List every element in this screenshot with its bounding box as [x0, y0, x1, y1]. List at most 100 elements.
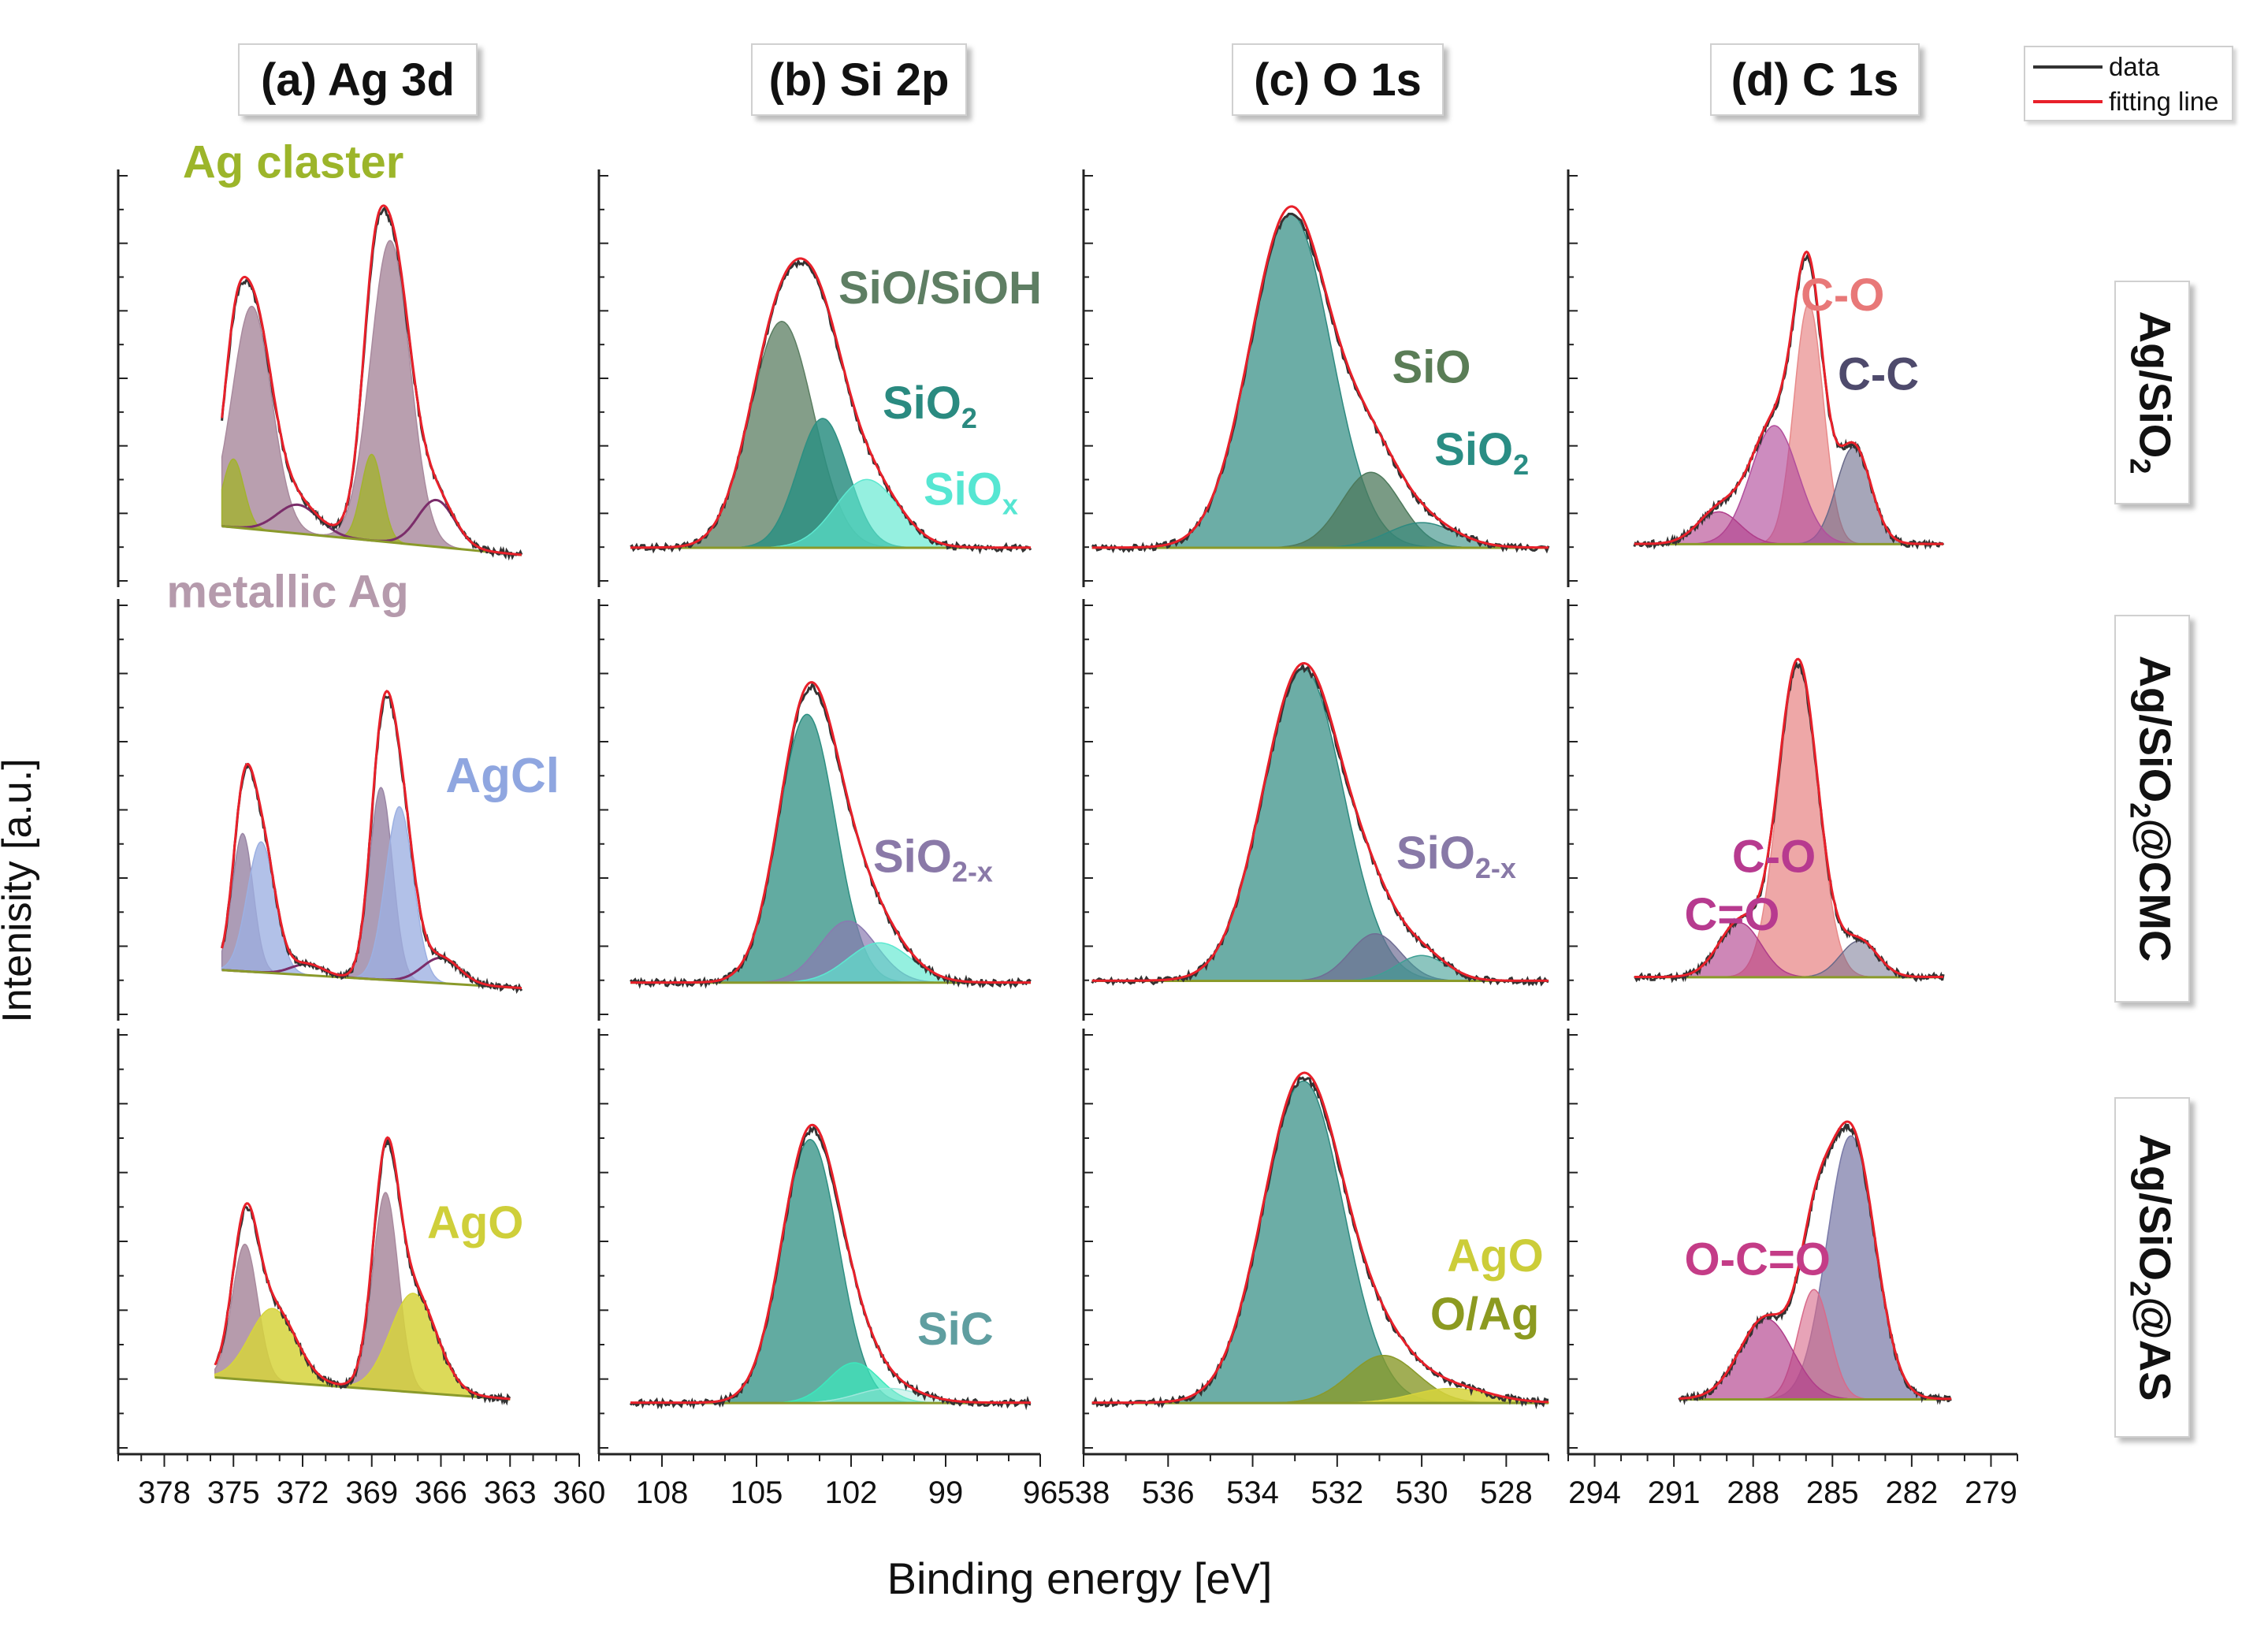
peak-label-0-2-0: AgO [427, 1197, 523, 1248]
x-tick-label-3-294: 294 [1568, 1475, 1621, 1510]
peak-label-sub-1-1-0: 2-x [952, 855, 993, 887]
fit-line-1-0 [630, 257, 1031, 549]
peak-label-1-2-0: SiC [917, 1304, 994, 1355]
y-axis-label-text: Intenisity [a.u.] [0, 758, 40, 1023]
peak-label-2-2-0: AgO [1447, 1230, 1543, 1282]
peak-label-sub-1-0-1: 2 [961, 402, 977, 434]
x-tick-label-0-375: 375 [207, 1475, 260, 1510]
row-tag-2-label: Ag/SiO2@CMC [2123, 656, 2181, 962]
legend-label-fit: fitting line [2109, 87, 2219, 116]
component-3-1-c-o [1634, 664, 1944, 978]
component-3-0-c-o [1634, 425, 1944, 545]
legend-item-data: data [2033, 52, 2159, 82]
x-tick-label-0-378: 378 [138, 1475, 191, 1510]
fit-line-2-2 [1091, 1071, 1549, 1405]
panel-title-d: (d) C 1s [1710, 43, 1920, 116]
peak-label-3-1-1: C=O [1685, 889, 1780, 940]
row-tag-2-tail: @CMC [2130, 818, 2181, 962]
fit-line-2-1 [1091, 661, 1549, 982]
x-tick-label-0-363: 363 [484, 1475, 537, 1510]
row-tag-1-label: Ag/SiO2 [2123, 311, 2181, 474]
x-tick-label-0-372: 372 [277, 1475, 329, 1510]
row-tag-3: Ag/SiO2@AS [2114, 1097, 2190, 1438]
row-tag-2-main: Ag/SiO [2130, 655, 2181, 803]
peak-label-1-0-0: SiO/SiOH [838, 262, 1042, 314]
peak-label-3-0-0: C-O [1801, 270, 1884, 321]
peak-label-2-0-1: SiO2 [1434, 424, 1529, 481]
fit-line-1-2 [630, 1123, 1031, 1405]
x-tick-label-1-105: 105 [731, 1475, 783, 1510]
panel-title-a: (a) Ag 3d [238, 43, 478, 116]
x-tick-label-1-99: 99 [928, 1475, 964, 1510]
fit-line-0-1 [221, 690, 522, 990]
panel-title-c: (c) O 1s [1232, 43, 1444, 116]
peak-label-2-2-1: O/Ag [1430, 1289, 1540, 1340]
fit-line-2-0 [1091, 205, 1549, 549]
fit-line-3-0 [1634, 250, 1944, 545]
peak-label-2-0-0: SiO [1392, 341, 1471, 393]
baseline-0-1 [221, 969, 522, 990]
peak-label-1-1-0: SiO2-x [873, 831, 993, 887]
peak-label-0-0-0: Ag claster [183, 136, 403, 188]
peak-label-sub-2-0-1: 2 [1513, 448, 1529, 481]
fit-line-1-1 [630, 681, 1031, 984]
x-tick-label-3-279: 279 [1965, 1475, 2017, 1510]
peak-label-sub-2-1-0: 2-x [1475, 852, 1516, 884]
x-tick-label-3-291: 291 [1648, 1475, 1701, 1510]
peak-label-sub-1-0-2: x [1002, 488, 1018, 520]
legend-swatch-data [2033, 65, 2103, 69]
legend-label-data: data [2109, 52, 2160, 81]
baseline-0-0 [221, 525, 522, 556]
x-tick-label-1-108: 108 [636, 1475, 689, 1510]
peak-label-2-1-0: SiO2-x [1396, 828, 1516, 884]
panel-title-c-text: (c) O 1s [1254, 54, 1422, 106]
x-tick-label-3-285: 285 [1806, 1475, 1859, 1510]
x-tick-label-3-288: 288 [1727, 1475, 1779, 1510]
panel-title-b-text: (b) Si 2p [768, 54, 950, 106]
x-tick-label-0-366: 366 [415, 1475, 467, 1510]
peak-label-0-1-1: AgCl [445, 749, 560, 803]
row-tag-2: Ag/SiO2@CMC [2114, 615, 2190, 1003]
row-tag-3-tail: @AS [2130, 1297, 2181, 1401]
component-2-0-sio [1091, 213, 1549, 549]
x-tick-label-1-102: 102 [825, 1475, 878, 1510]
component-1-2-sio2 [630, 1139, 1031, 1404]
legend: data fitting line [2024, 46, 2233, 121]
baseline-0-2 [214, 1376, 511, 1401]
row-tag-3-sub: 2 [2124, 1281, 2157, 1297]
row-tag-2-sub: 2 [2124, 802, 2157, 819]
peak-label-3-0-1: C-C [1838, 348, 1919, 400]
peak-label-1-0-2: SiOx [924, 463, 1018, 520]
row-tag-1-main: Ag/SiO [2130, 311, 2181, 459]
panel-title-d-text: (d) C 1s [1731, 54, 1899, 106]
x-tick-label-2-532: 532 [1311, 1475, 1363, 1510]
x-tick-label-2-538: 538 [1058, 1475, 1110, 1510]
peak-label-0-1-0: metallic Ag [166, 567, 408, 618]
row-tag-3-main: Ag/SiO [2130, 1133, 2181, 1282]
x-axis-label: Binding energy [eV] [887, 1553, 1273, 1603]
x-tick-label-2-530: 530 [1396, 1475, 1448, 1510]
x-tick-label-3-282: 282 [1886, 1475, 1939, 1510]
row-tag-1-sub: 2 [2124, 458, 2157, 474]
component-2-1-sio2 [1091, 668, 1549, 982]
fit-line-3-2 [1679, 1120, 1952, 1401]
x-tick-label-2-534: 534 [1226, 1475, 1279, 1510]
peak-label-3-1-0: C-O [1732, 831, 1816, 882]
x-tick-label-2-536: 536 [1142, 1475, 1195, 1510]
fit-line-0-2 [214, 1136, 511, 1401]
x-tick-label-0-360: 360 [553, 1475, 606, 1510]
x-tick-label-2-528: 528 [1480, 1475, 1533, 1510]
row-tag-1: Ag/SiO2 [2114, 281, 2190, 504]
peak-label-3-2-0: O-C=O [1685, 1234, 1831, 1286]
panel-title-a-text: (a) Ag 3d [261, 54, 455, 106]
legend-item-fit: fitting line [2033, 87, 2218, 117]
legend-swatch-fit [2033, 100, 2103, 103]
row-tag-3-label: Ag/SiO2@AS [2123, 1133, 2181, 1401]
panel-title-b: (b) Si 2p [751, 43, 967, 116]
fit-line-3-1 [1634, 657, 1944, 978]
fit-line-0-0 [221, 204, 522, 556]
peak-label-1-0-1: SiO2 [883, 378, 977, 434]
x-tick-label-1-96: 96 [1023, 1475, 1058, 1510]
x-tick-label-0-369: 369 [345, 1475, 398, 1510]
